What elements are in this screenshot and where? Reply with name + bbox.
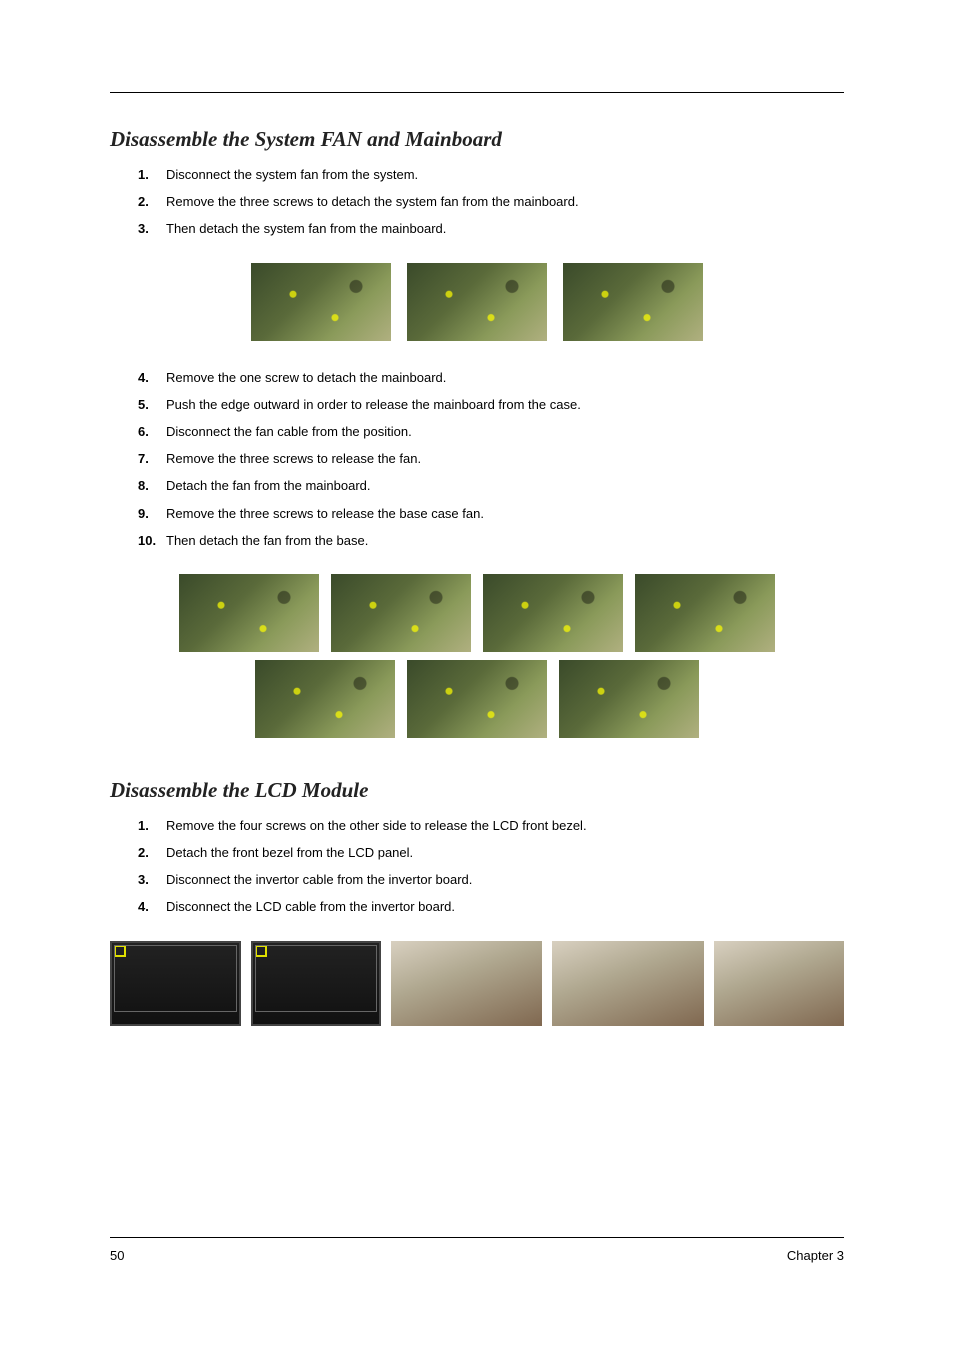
footer-rule bbox=[110, 1237, 844, 1238]
instruction-image bbox=[563, 263, 703, 341]
step-number: 4. bbox=[138, 898, 166, 916]
chapter-label: Chapter 3 bbox=[787, 1248, 844, 1263]
step-text: Remove the one screw to detach the mainb… bbox=[166, 369, 844, 387]
instruction-image bbox=[331, 574, 471, 652]
step-text: Detach the front bezel from the LCD pane… bbox=[166, 844, 844, 862]
step-item: 1.Disconnect the system fan from the sys… bbox=[138, 166, 844, 184]
step-item: 2.Remove the three screws to detach the … bbox=[138, 193, 844, 211]
instruction-image bbox=[407, 660, 547, 738]
instruction-image bbox=[179, 574, 319, 652]
step-number: 9. bbox=[138, 505, 166, 523]
image-row-lcd bbox=[110, 941, 844, 1026]
step-number: 4. bbox=[138, 369, 166, 387]
step-number: 2. bbox=[138, 193, 166, 211]
instruction-image bbox=[391, 941, 542, 1026]
page: Disassemble the System FAN and Mainboard… bbox=[0, 0, 954, 1351]
step-item: 4.Disconnect the LCD cable from the inve… bbox=[138, 898, 844, 916]
step-number: 1. bbox=[138, 166, 166, 184]
step-item: 7.Remove the three screws to release the… bbox=[138, 450, 844, 468]
top-rule bbox=[110, 92, 844, 93]
step-number: 10. bbox=[138, 532, 166, 550]
step-item: 3.Then detach the system fan from the ma… bbox=[138, 220, 844, 238]
instruction-image bbox=[559, 660, 699, 738]
step-item: 5.Push the edge outward in order to rele… bbox=[138, 396, 844, 414]
step-item: 2.Detach the front bezel from the LCD pa… bbox=[138, 844, 844, 862]
instruction-image bbox=[552, 941, 703, 1026]
image-row-b2 bbox=[110, 660, 844, 738]
step-text: Disconnect the system fan from the syste… bbox=[166, 166, 844, 184]
step-item: 1.Remove the four screws on the other si… bbox=[138, 817, 844, 835]
step-text: Disconnect the invertor cable from the i… bbox=[166, 871, 844, 889]
step-item: 6.Disconnect the fan cable from the posi… bbox=[138, 423, 844, 441]
section-heading-fan-mainboard: Disassemble the System FAN and Mainboard bbox=[110, 127, 844, 152]
step-text: Disconnect the LCD cable from the invert… bbox=[166, 898, 844, 916]
step-number: 3. bbox=[138, 871, 166, 889]
image-row-b1 bbox=[110, 574, 844, 652]
step-text: Then detach the system fan from the main… bbox=[166, 220, 844, 238]
instruction-image bbox=[110, 941, 241, 1026]
instruction-image bbox=[251, 941, 382, 1026]
page-footer: 50 Chapter 3 bbox=[110, 1237, 844, 1263]
step-item: 3.Disconnect the invertor cable from the… bbox=[138, 871, 844, 889]
instruction-image bbox=[407, 263, 547, 341]
steps-list-lcd: 1.Remove the four screws on the other si… bbox=[110, 817, 844, 917]
instruction-image bbox=[635, 574, 775, 652]
section-heading-lcd: Disassemble the LCD Module bbox=[110, 778, 844, 803]
step-number: 3. bbox=[138, 220, 166, 238]
instruction-image bbox=[714, 941, 844, 1026]
instruction-image bbox=[251, 263, 391, 341]
step-text: Remove the four screws on the other side… bbox=[166, 817, 844, 835]
image-row-a bbox=[110, 263, 844, 341]
page-number: 50 bbox=[110, 1248, 124, 1263]
step-number: 1. bbox=[138, 817, 166, 835]
step-text: Push the edge outward in order to releas… bbox=[166, 396, 844, 414]
step-item: 10.Then detach the fan from the base. bbox=[138, 532, 844, 550]
instruction-image bbox=[483, 574, 623, 652]
instruction-image bbox=[255, 660, 395, 738]
step-text: Remove the three screws to release the f… bbox=[166, 450, 844, 468]
steps-list-b: 4.Remove the one screw to detach the mai… bbox=[110, 369, 844, 550]
step-number: 7. bbox=[138, 450, 166, 468]
step-item: 4.Remove the one screw to detach the mai… bbox=[138, 369, 844, 387]
step-text: Remove the three screws to detach the sy… bbox=[166, 193, 844, 211]
step-text: Detach the fan from the mainboard. bbox=[166, 477, 844, 495]
step-number: 5. bbox=[138, 396, 166, 414]
step-item: 9.Remove the three screws to release the… bbox=[138, 505, 844, 523]
step-text: Then detach the fan from the base. bbox=[166, 532, 844, 550]
footer-row: 50 Chapter 3 bbox=[110, 1248, 844, 1263]
step-number: 2. bbox=[138, 844, 166, 862]
step-number: 6. bbox=[138, 423, 166, 441]
step-item: 8.Detach the fan from the mainboard. bbox=[138, 477, 844, 495]
steps-list-a: 1.Disconnect the system fan from the sys… bbox=[110, 166, 844, 239]
step-text: Disconnect the fan cable from the positi… bbox=[166, 423, 844, 441]
step-text: Remove the three screws to release the b… bbox=[166, 505, 844, 523]
step-number: 8. bbox=[138, 477, 166, 495]
